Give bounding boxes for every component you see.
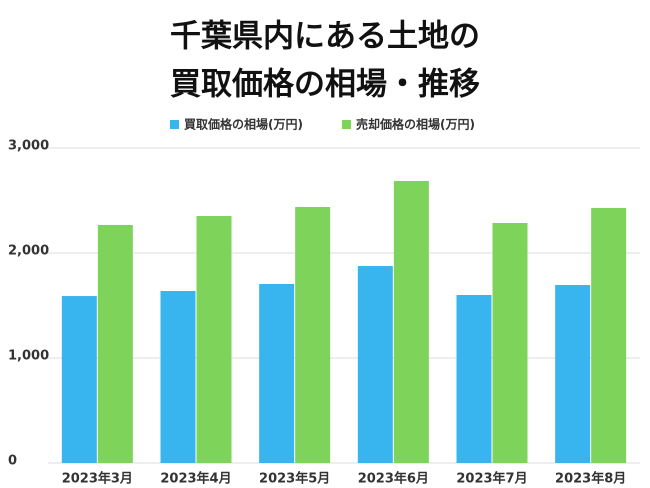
x-tick-label: 2023年4月 (160, 471, 231, 487)
y-tick-label: 3,000 (8, 139, 49, 154)
y-tick-label: 1,000 (8, 349, 49, 364)
bar (591, 207, 627, 463)
bar (295, 207, 331, 463)
bar (196, 216, 232, 463)
legend-label: 買取価格の相場(万円) (184, 117, 303, 132)
bar (160, 291, 196, 463)
bar (492, 222, 528, 463)
legend-swatch (342, 120, 351, 129)
y-tick-label: 2,000 (8, 244, 49, 259)
x-tick-label: 2023年6月 (358, 471, 429, 487)
legend-swatch (170, 120, 179, 129)
bar (393, 180, 429, 463)
x-tick-label: 2023年5月 (259, 471, 330, 487)
bar (61, 296, 97, 463)
chart-title: 千葉県内にある土地の (170, 19, 480, 55)
bar (357, 266, 393, 463)
x-tick-label: 2023年3月 (62, 471, 133, 487)
x-tick-label: 2023年7月 (456, 471, 527, 487)
bar (555, 285, 591, 463)
x-tick-label: 2023年8月 (555, 471, 626, 487)
bar (97, 224, 133, 463)
y-tick-label: 0 (8, 454, 17, 469)
chart-title: 買取価格の相場・推移 (170, 67, 480, 103)
legend-label: 売却価格の相場(万円) (356, 117, 475, 132)
bar (456, 295, 492, 463)
bar (259, 283, 295, 463)
